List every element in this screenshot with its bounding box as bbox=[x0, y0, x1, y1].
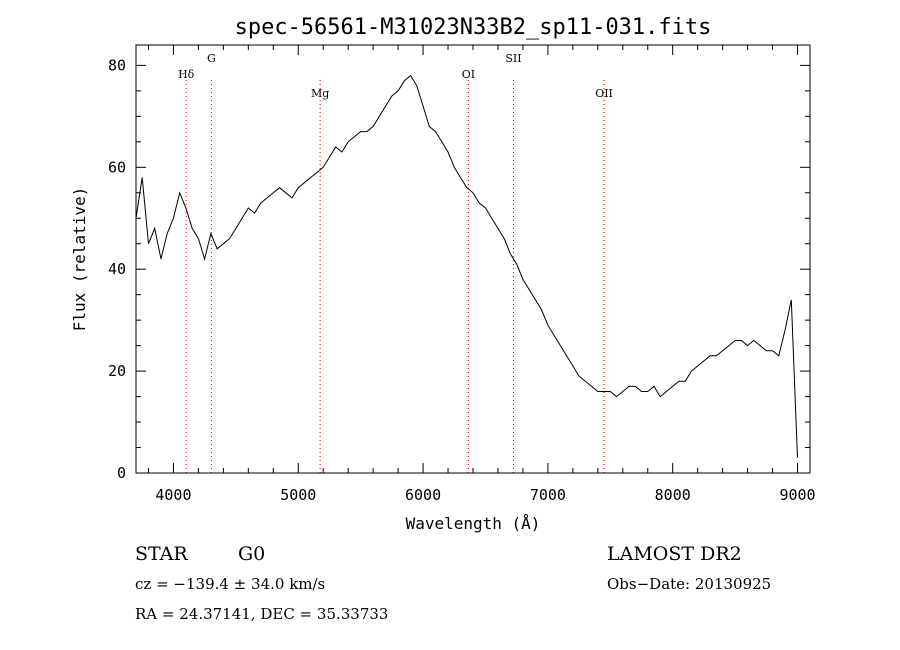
spectral-line-label: G bbox=[207, 52, 216, 65]
observation-date: Obs−Date: 20130925 bbox=[607, 575, 771, 593]
plot-frame bbox=[135, 44, 811, 474]
ra-dec-coordinates: RA = 24.37141, DEC = 35.33733 bbox=[135, 605, 388, 623]
x-tick-label: 8000 bbox=[655, 486, 691, 504]
y-tick-label: 20 bbox=[108, 362, 126, 380]
spectral-line-label: SII bbox=[505, 52, 521, 65]
chart-title: spec-56561-M31023N33B2_sp11-031.fits bbox=[235, 15, 712, 40]
x-tick-label: 7000 bbox=[530, 486, 566, 504]
y-axis-label: Flux (relative) bbox=[70, 187, 89, 332]
spectral-line-markers: Hδ G Mg OI SII OII bbox=[178, 52, 613, 473]
y-tick-label: 40 bbox=[108, 260, 126, 278]
spectral-line-label: OII bbox=[595, 87, 613, 100]
x-axis-label: Wavelength (Å) bbox=[406, 514, 541, 533]
object-class: STAR bbox=[135, 543, 188, 565]
x-tick-label: 6000 bbox=[405, 486, 441, 504]
spectral-line-label: OI bbox=[462, 68, 475, 81]
y-tick-label: 60 bbox=[108, 158, 126, 176]
y-tick-label: 0 bbox=[117, 464, 126, 482]
x-tick-label: 4000 bbox=[155, 486, 191, 504]
x-tick-label: 9000 bbox=[779, 486, 815, 504]
axis-ticks: 4000 5000 6000 7000 8000 9000 0 20 40 60 80 bbox=[108, 45, 816, 504]
survey-name: LAMOST DR2 bbox=[607, 543, 742, 565]
spectral-line-label: Mg bbox=[311, 87, 329, 100]
object-subclass: G0 bbox=[238, 543, 265, 565]
x-tick-label: 5000 bbox=[280, 486, 316, 504]
spectrum-series bbox=[135, 74, 798, 458]
redshift-cz: cz = −139.4 ± 34.0 km/s bbox=[135, 575, 325, 593]
spectral-line-label: Hδ bbox=[178, 68, 195, 81]
y-tick-label: 80 bbox=[108, 56, 126, 74]
